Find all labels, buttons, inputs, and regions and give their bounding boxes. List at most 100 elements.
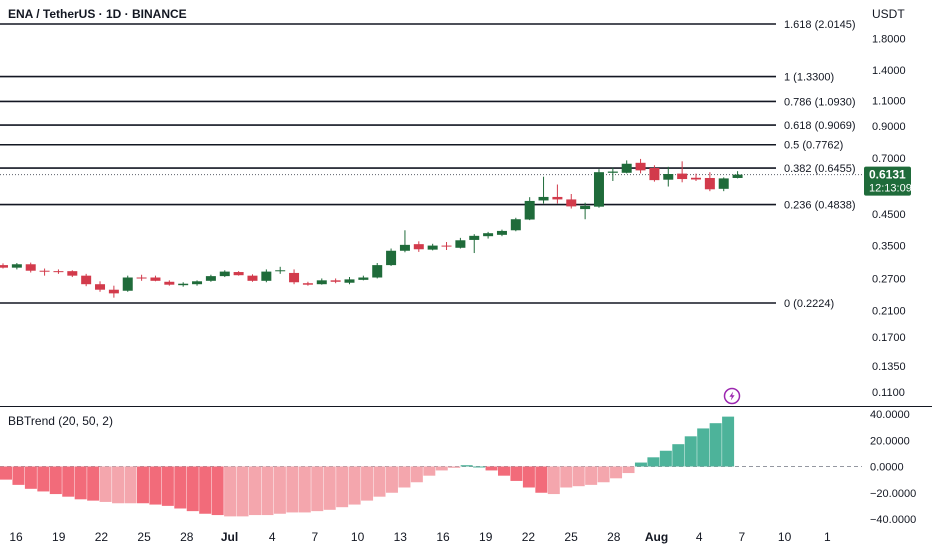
price-tick-label: 0.2700 [872, 273, 906, 285]
candle-up[interactable] [496, 229, 507, 237]
candle-up[interactable] [427, 243, 438, 251]
indicator-label[interactable]: BBTrend (20, 50, 2) [8, 414, 113, 428]
candle-up[interactable] [122, 275, 133, 292]
indicator-tick-label: 0.0000 [870, 462, 904, 474]
candle-up[interactable] [11, 263, 22, 270]
candle-down[interactable] [289, 269, 300, 285]
time-tick-label: 25 [137, 530, 151, 544]
candle-down[interactable] [441, 242, 452, 251]
candle-up[interactable] [538, 176, 549, 204]
bbtrend-bar [634, 462, 647, 467]
bbtrend-bar [410, 466, 423, 483]
bbtrend-bar [249, 466, 261, 516]
candle-up[interactable] [663, 166, 674, 187]
bbtrend-bar [136, 466, 149, 504]
time-axis[interactable]: 16 19 22 25 28 Jul 4 7 10 13 16 19 22 25 28 Aug 4 7 10 1 [9, 530, 831, 544]
candle-down[interactable] [233, 271, 244, 276]
bbtrend-bar [722, 416, 735, 467]
candle-down[interactable] [81, 273, 92, 287]
bbtrend-bar [460, 465, 473, 467]
candle-down[interactable] [330, 278, 341, 284]
candle-down[interactable] [247, 274, 258, 282]
time-tick-label: 10 [351, 530, 365, 544]
fib-level-label: 1 (1.3300) [784, 72, 834, 84]
candle-down[interactable] [95, 281, 106, 292]
bbtrend-bar [99, 466, 112, 502]
candle-up[interactable] [399, 230, 410, 253]
bbtrend-histogram[interactable] [0, 416, 735, 517]
candle-down[interactable] [164, 280, 175, 286]
candle-up[interactable] [510, 217, 521, 232]
candle-up[interactable] [178, 282, 189, 287]
candle-down[interactable] [0, 263, 8, 269]
bbtrend-bar [112, 466, 125, 504]
bbtrend-bar [161, 466, 174, 506]
lightning-bolt-icon[interactable] [723, 387, 741, 405]
candle-down[interactable] [136, 274, 147, 281]
price-axis[interactable]: 1.8000 1.4000 1.1000 0.9000 0.7000 0.4500 0.35… [872, 33, 906, 399]
candle-up[interactable] [483, 231, 494, 239]
candle-body [635, 162, 646, 171]
bbtrend-bar [535, 466, 548, 493]
bbtrend-bar [298, 466, 311, 513]
indicator-axis[interactable]: 40.0000 20.0000 0.0000 −20.0000 −40.0000 [870, 409, 916, 526]
candle-down[interactable] [67, 270, 78, 278]
candle-down[interactable] [649, 165, 660, 182]
candle-body [718, 178, 729, 189]
candle-down[interactable] [150, 275, 161, 282]
candle-up[interactable] [524, 197, 535, 221]
candle-up[interactable] [607, 167, 618, 181]
candle-down[interactable] [566, 194, 577, 209]
candle-up[interactable] [219, 270, 230, 278]
candle-up[interactable] [275, 266, 286, 274]
candle-down[interactable] [691, 173, 701, 181]
candle-up[interactable] [732, 171, 743, 179]
candle-up[interactable] [580, 202, 591, 220]
candle-down[interactable] [302, 281, 313, 286]
candle-up[interactable] [718, 177, 729, 192]
candle-up[interactable] [316, 278, 327, 285]
candle-down[interactable] [635, 158, 646, 174]
candle-down[interactable] [108, 285, 119, 298]
candle-body [95, 284, 106, 290]
price-badge-countdown: 12:13:09 [869, 183, 912, 195]
bbtrend-bar [37, 466, 50, 492]
candle-down[interactable] [677, 161, 688, 183]
candle-up[interactable] [372, 263, 383, 279]
currency-label[interactable]: USDT [872, 7, 905, 21]
candle-up[interactable] [261, 269, 272, 283]
bbtrend-bar [74, 466, 87, 500]
fib-level-label: 0 (0.2224) [784, 298, 834, 310]
bbtrend-bar [448, 466, 461, 468]
candle-up[interactable] [386, 248, 397, 266]
candle-up[interactable] [455, 237, 466, 249]
candlesticks[interactable] [0, 158, 743, 298]
candle-down[interactable] [39, 268, 50, 276]
fibonacci-levels[interactable]: 1.618 (2.0145) 1 (1.3300) 0.786 (1.0930) 0.… [0, 19, 856, 310]
candle-up[interactable] [205, 274, 216, 282]
candle-down[interactable] [413, 241, 424, 252]
indicator-tick-label: −20.0000 [870, 488, 916, 500]
time-tick-label: Jul [221, 530, 238, 544]
bbtrend-bar [273, 466, 286, 514]
candle-down[interactable] [25, 262, 36, 273]
candle-body [538, 196, 549, 201]
candle-up[interactable] [593, 169, 604, 208]
candle-down[interactable] [53, 269, 64, 274]
bbtrend-bar [485, 466, 498, 471]
bbtrend-bar [473, 466, 486, 468]
time-tick-label: 22 [522, 530, 536, 544]
candle-up[interactable] [469, 234, 480, 254]
price-tick-label: 0.9000 [872, 121, 906, 133]
price-tick-label: 0.1700 [872, 332, 906, 344]
candle-down[interactable] [552, 184, 563, 204]
candle-up[interactable] [358, 275, 369, 281]
candle-up[interactable] [344, 277, 355, 285]
candle-body [302, 283, 313, 285]
candle-up[interactable] [621, 160, 632, 174]
bbtrend-bar [547, 466, 560, 495]
candle-down[interactable] [704, 172, 715, 192]
price-badge: 0.6131 12:13:09 [864, 166, 912, 196]
candle-up[interactable] [192, 280, 203, 286]
